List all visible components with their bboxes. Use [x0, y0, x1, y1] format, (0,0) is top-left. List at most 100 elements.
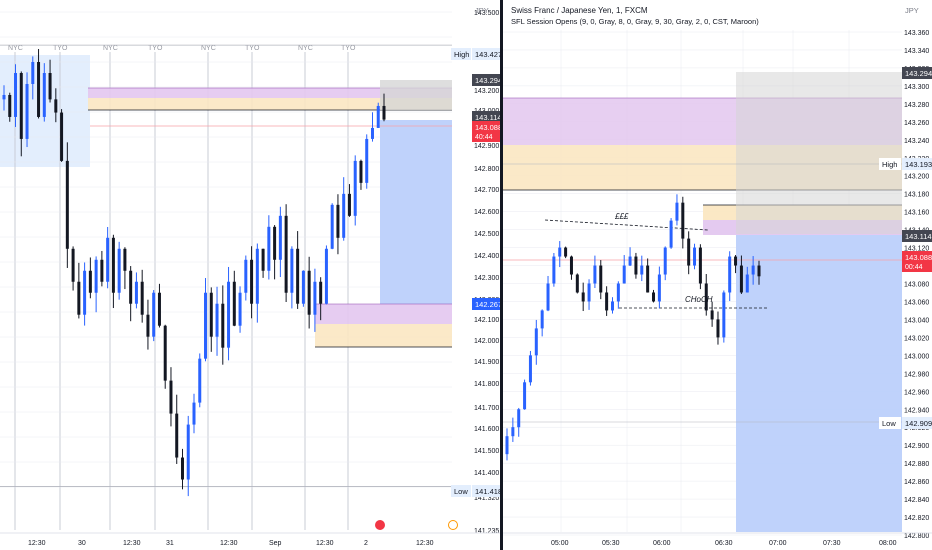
y-tick-label: 141.235 [474, 528, 499, 535]
candle-body [175, 413, 179, 458]
blue-value-badge: 142.267 [475, 300, 500, 309]
candle-body [152, 292, 156, 337]
candle-body [575, 274, 579, 293]
low-value-badge: 141.418 [475, 487, 500, 496]
y-tick-label: 143.080 [904, 282, 929, 289]
low-label-badge: Low [882, 419, 896, 428]
y-tick-label: 143.300 [904, 84, 929, 91]
y-tick-label: 141.600 [474, 426, 499, 433]
session-label: TYO [148, 45, 163, 52]
candle-body [140, 281, 144, 315]
candle-body [657, 274, 661, 302]
candle-body [48, 73, 52, 100]
candle-body [65, 160, 69, 249]
candle-body [716, 319, 720, 338]
candle-body [232, 281, 236, 326]
countdown-badge: 40:44 [475, 134, 493, 141]
candle-body [83, 270, 87, 315]
session-label: TYO [341, 45, 356, 52]
y-tick-label: 143.000 [904, 353, 929, 360]
candle-body [728, 256, 732, 293]
candle-body [14, 73, 18, 117]
candle-body [739, 265, 743, 293]
candle-body [540, 310, 544, 329]
event-marker-icon[interactable] [448, 520, 458, 530]
candle-body [353, 160, 357, 216]
candle-body [238, 292, 242, 326]
y-tick-label: 143.200 [904, 174, 929, 181]
current-badge-bg [902, 251, 932, 272]
candle-body [523, 382, 527, 410]
low-label-badge-bg [451, 485, 471, 497]
symbol-title[interactable]: Swiss Franc / Japanese Yen, 1, FXCM [511, 6, 648, 15]
x-tick-label: 12:30 [28, 540, 46, 547]
low-value-badge-bg [472, 485, 500, 497]
y-tick-label: 142.700 [474, 187, 499, 194]
y-tick-label: 142.980 [904, 371, 929, 378]
candle-body [663, 247, 667, 275]
candle-body [129, 270, 133, 304]
candle-body [365, 138, 369, 183]
x-tick-label: 30 [78, 540, 86, 547]
candle-body [186, 424, 190, 480]
candle-body [324, 248, 328, 304]
candle-body [215, 303, 219, 337]
session-label: NYC [8, 45, 23, 52]
pane-divider[interactable] [500, 0, 503, 550]
y-tick-label: 141.800 [474, 381, 499, 388]
current-price-badge: 143.088 [475, 123, 500, 132]
y-tick-label: 141.400 [474, 470, 499, 477]
y-tick-label: 142.100 [474, 317, 499, 324]
left-chart-pane[interactable]: NYC TYO NYC TYO NYC TYO NYC TYO 143.500 143.200 14… [0, 0, 500, 550]
price-axis-bg [452, 0, 500, 550]
candle-body [751, 265, 755, 275]
right-price-chart[interactable]: £££CHoCH143.360143.340143.320143.300143.… [503, 0, 932, 550]
choch-annotation: CHoCH [685, 295, 713, 304]
candle-body [169, 380, 173, 414]
candle-body [734, 256, 738, 266]
candle-body [267, 226, 271, 271]
candle-body [698, 247, 702, 284]
candle-body [564, 247, 568, 257]
candle-body [31, 62, 35, 84]
yellow-zone-bottom [315, 324, 464, 347]
candle-body [528, 355, 532, 383]
candle-body [37, 62, 41, 117]
yellow-zone-top [88, 98, 456, 110]
candle-body [610, 301, 614, 311]
candle-body [517, 409, 521, 428]
indicator-legend[interactable]: SFL Session Opens (9, 0, Gray, 8, 0, Gra… [511, 17, 759, 26]
candle-body [19, 73, 23, 139]
y-tick-label: 143.180 [904, 192, 929, 199]
blue-value-badge-bg [472, 298, 500, 310]
y-tick-label: 142.500 [474, 231, 499, 238]
low-label-badge: Low [454, 487, 468, 496]
left-price-chart[interactable]: NYC TYO NYC TYO NYC TYO NYC TYO 143.500 143.200 14… [0, 0, 500, 550]
y-tick-label: 143.040 [904, 317, 929, 324]
y-tick-label: 142.900 [904, 443, 929, 450]
candle-body [359, 160, 363, 183]
candle-body [710, 310, 714, 320]
candle-body [204, 292, 208, 359]
candle-body [180, 457, 184, 480]
candle-body [117, 248, 121, 293]
high-label-badge-bg [451, 48, 471, 60]
candle-body [244, 259, 248, 293]
candle-body [250, 259, 254, 304]
session-label: NYC [201, 45, 216, 52]
right-chart-pane[interactable]: £££CHoCH143.360143.340143.320143.300143.… [503, 0, 932, 550]
candle-body [675, 202, 679, 221]
add-alert-icon[interactable] [375, 520, 385, 530]
position-stop-zone [736, 72, 902, 234]
right-currency-label: JPY [905, 6, 919, 15]
x-tick-label: 2 [364, 540, 368, 547]
x-tick-label: 06:00 [653, 540, 671, 547]
y-tick-label: 142.000 [474, 338, 499, 345]
candle-body [687, 238, 691, 266]
candle-body [313, 281, 317, 315]
candle-body [552, 256, 556, 284]
x-tick-label: 05:00 [551, 540, 569, 547]
candle-body [290, 248, 294, 293]
high-value-badge-bg [472, 48, 500, 60]
